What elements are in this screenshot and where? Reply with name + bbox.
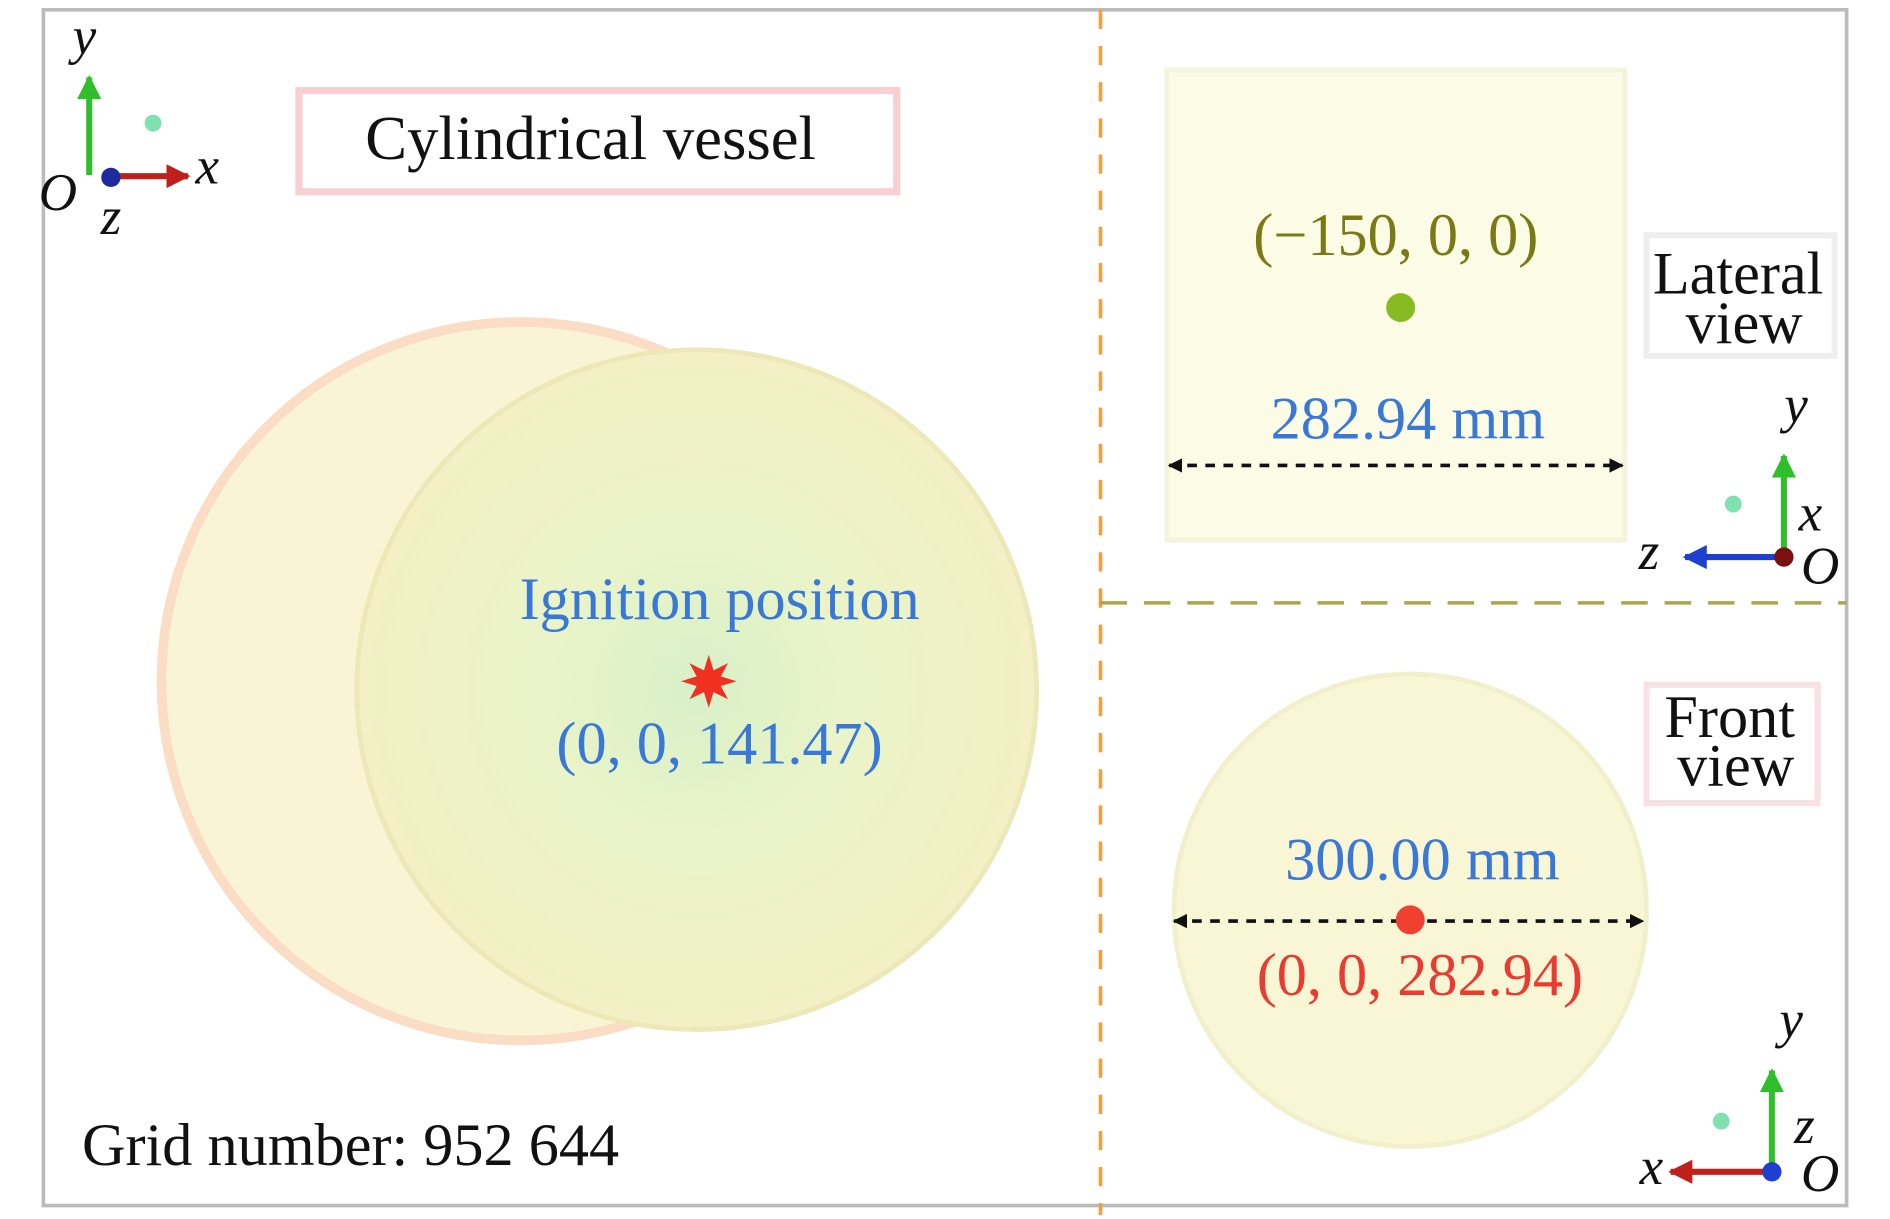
- view-label: Lateral: [1653, 241, 1824, 308]
- ignition-label: Ignition position: [520, 566, 920, 633]
- axis-label: O: [1801, 538, 1839, 596]
- origin-dot: [101, 167, 121, 188]
- axis-label: O: [39, 164, 77, 222]
- axis-label: z: [1638, 523, 1660, 581]
- view-label: view: [1686, 290, 1804, 357]
- axis-label: x: [1639, 1138, 1664, 1196]
- point-coords: (−150, 0, 0): [1253, 202, 1538, 269]
- point: [1386, 293, 1416, 323]
- dimension: 300.00 mm: [1285, 826, 1559, 893]
- point-coords: (0, 0, 282.94): [1257, 942, 1583, 1009]
- axis-label: z: [100, 188, 122, 246]
- axis-label: O: [1801, 1145, 1839, 1203]
- light-dot: [1712, 1112, 1730, 1130]
- axis-label: x: [1798, 485, 1823, 543]
- point: [1395, 905, 1425, 935]
- dimension: 282.94 mm: [1271, 385, 1545, 452]
- axis-label: y: [1774, 991, 1803, 1049]
- origin-dot: [1762, 1162, 1782, 1182]
- title: Cylindrical vessel: [365, 103, 816, 173]
- light-dot: [144, 114, 162, 132]
- light-dot: [1724, 495, 1742, 513]
- ignition-star: [681, 654, 737, 708]
- origin-dot: [1774, 547, 1794, 567]
- axis-label: y: [68, 7, 97, 65]
- axis-label: x: [195, 138, 220, 196]
- view-label: view: [1677, 732, 1795, 799]
- title-box: [295, 86, 901, 196]
- label-box: [1643, 681, 1821, 806]
- axis-label: z: [1793, 1097, 1815, 1155]
- axis-label: y: [1779, 376, 1808, 434]
- ignition-coords: (0, 0, 141.47): [556, 711, 882, 778]
- grid-number: Grid number: 952 644: [82, 1112, 619, 1179]
- view-label: Front: [1664, 684, 1795, 751]
- label-box: [1643, 232, 1838, 359]
